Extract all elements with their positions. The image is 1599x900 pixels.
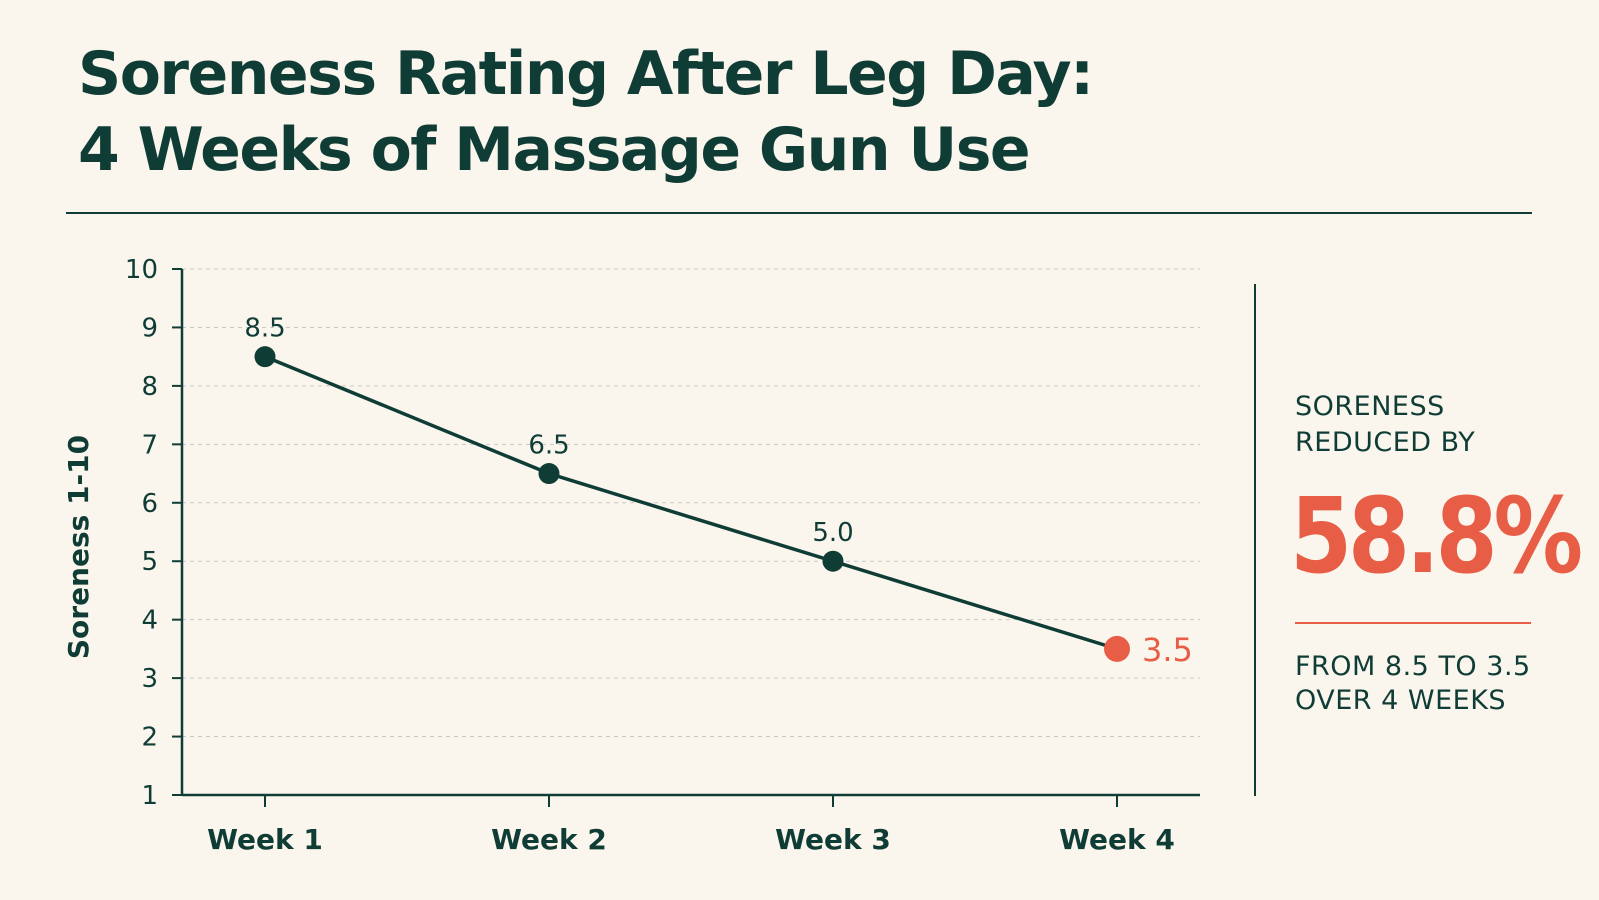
data-point: [254, 346, 276, 368]
y-tick-label: 5: [141, 547, 158, 577]
chart-title-line-1: Soreness Rating After Leg Day:: [78, 39, 1094, 109]
axes: 1 2 3 4 5 6 7 8 9 10 Week 1 Week 2 Week 3 Week 4 Soren…: [62, 255, 1200, 856]
callout-value: 58.8%: [1290, 475, 1583, 597]
y-tick-label: 6: [141, 489, 158, 519]
x-tick-label: Week 3: [775, 823, 891, 856]
title-divider: [66, 212, 1532, 214]
data-label: 8.5: [244, 314, 285, 344]
callout-divider: [1254, 284, 1256, 796]
y-tick-label: 7: [141, 430, 158, 460]
x-tick-label: Week 4: [1059, 823, 1175, 856]
line-chart: 1 2 3 4 5 6 7 8 9 10 Week 1 Week 2 Week 3 Week 4 Soren…: [62, 255, 1200, 856]
series: [254, 346, 1130, 662]
labels: 8.5 6.5 5.0 3.5: [244, 314, 1193, 669]
callout-label-line-2: REDUCED BY: [1295, 427, 1476, 458]
y-axis-label: Soreness 1-10: [62, 435, 95, 659]
data-point: [1104, 635, 1130, 662]
data-point: [538, 463, 560, 485]
data-label: 6.5: [528, 431, 569, 461]
data-label: 3.5: [1142, 631, 1193, 669]
callout-rule: [1295, 622, 1531, 624]
chart-title-line-2: 4 Weeks of Massage Gun Use: [78, 115, 1031, 185]
callout-note-line-2: OVER 4 WEEKS: [1295, 685, 1507, 716]
y-tick-label: 1: [141, 781, 158, 811]
y-tick-label: 8: [141, 372, 158, 402]
y-tick-label: 10: [125, 255, 158, 285]
series-line: [264, 355, 1118, 651]
data-point: [822, 550, 844, 572]
x-tick-label: Week 2: [491, 823, 607, 856]
gridlines: [182, 268, 1200, 738]
data-label: 5.0: [812, 518, 853, 548]
chart-title: Soreness Rating After Leg Day: 4 Weeks o…: [78, 36, 1094, 188]
callout-note-line-1: FROM 8.5 TO 3.5: [1295, 651, 1531, 682]
callout-label: SORENESS REDUCED BY: [1295, 389, 1555, 461]
callout-label-line-1: SORENESS: [1295, 391, 1445, 422]
y-tick-label: 2: [141, 723, 158, 753]
y-tick-label: 9: [141, 313, 158, 343]
y-tick-label: 4: [141, 606, 158, 636]
callout-note: FROM 8.5 TO 3.5 OVER 4 WEEKS: [1295, 650, 1575, 718]
x-tick-label: Week 1: [207, 823, 323, 856]
y-tick-label: 3: [141, 664, 158, 694]
